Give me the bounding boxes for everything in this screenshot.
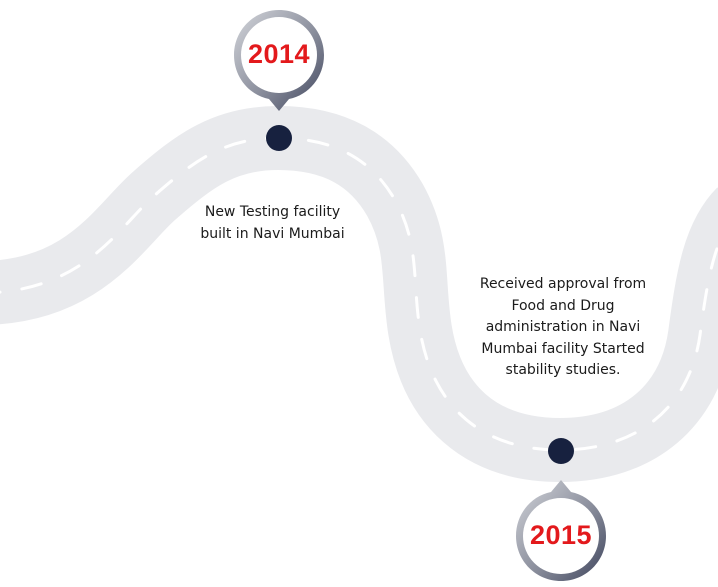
milestone-description-2015: Received approval from Food and Drug adm… (479, 276, 647, 378)
milestone-description-2014: New Testing facility built in Navi Mumba… (200, 204, 345, 242)
map-pin-icon (516, 480, 606, 581)
milestone-dot-2014 (266, 125, 292, 151)
road-center-dashes (0, 136, 718, 452)
milestone-dot-2015 (548, 438, 574, 464)
year-pin-2015: 2015 (511, 476, 611, 581)
year-label-2014: 2014 (247, 39, 311, 69)
year-pin-2014: 2014 (229, 5, 329, 111)
map-pin-icon (234, 10, 324, 111)
year-label-2015: 2015 (529, 520, 593, 550)
